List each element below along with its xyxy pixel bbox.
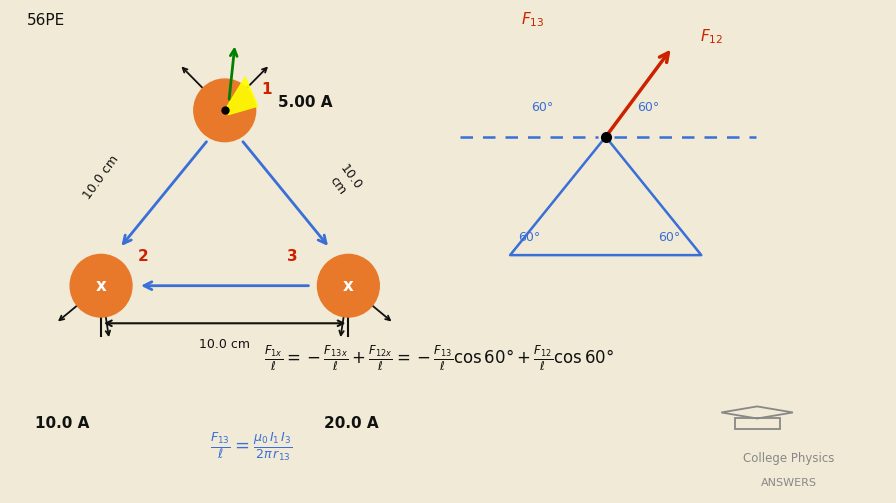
Text: 60°: 60° bbox=[658, 231, 680, 244]
Text: College Physics: College Physics bbox=[743, 452, 834, 465]
Text: 60°: 60° bbox=[530, 102, 553, 115]
Text: $F_{12}$: $F_{12}$ bbox=[700, 28, 723, 46]
Text: 5.00 A: 5.00 A bbox=[279, 95, 332, 110]
Text: 10.0 cm: 10.0 cm bbox=[81, 153, 121, 202]
Text: 10.0 A: 10.0 A bbox=[35, 416, 90, 431]
Circle shape bbox=[317, 255, 379, 317]
Circle shape bbox=[194, 79, 255, 142]
Text: $\frac{F_{13}}{\ell} = \frac{\mu_0\, I_1\, I_3}{2\pi\, r_{13}}$: $\frac{F_{13}}{\ell} = \frac{\mu_0\, I_1… bbox=[210, 430, 292, 463]
Text: 56PE: 56PE bbox=[27, 13, 65, 28]
Text: 20.0 A: 20.0 A bbox=[323, 416, 378, 431]
Text: $F_{13}$: $F_{13}$ bbox=[521, 11, 544, 29]
Text: 10.0
cm: 10.0 cm bbox=[324, 162, 364, 201]
Text: 10.0 cm: 10.0 cm bbox=[199, 338, 250, 351]
Text: x: x bbox=[96, 277, 107, 295]
Text: $\frac{F_{1x}}{\ell} = -\frac{F_{13x}}{\ell} + \frac{F_{12x}}{\ell}= -\frac{F_{1: $\frac{F_{1x}}{\ell} = -\frac{F_{13x}}{\… bbox=[264, 344, 614, 373]
Text: 2: 2 bbox=[138, 249, 149, 264]
Text: 60°: 60° bbox=[637, 102, 659, 115]
Text: x: x bbox=[343, 277, 354, 295]
Text: 60°: 60° bbox=[518, 231, 540, 244]
Text: 3: 3 bbox=[287, 249, 297, 264]
Text: ANSWERS: ANSWERS bbox=[761, 478, 816, 488]
Polygon shape bbox=[225, 77, 258, 115]
Circle shape bbox=[70, 255, 132, 317]
Text: 1: 1 bbox=[262, 82, 272, 97]
